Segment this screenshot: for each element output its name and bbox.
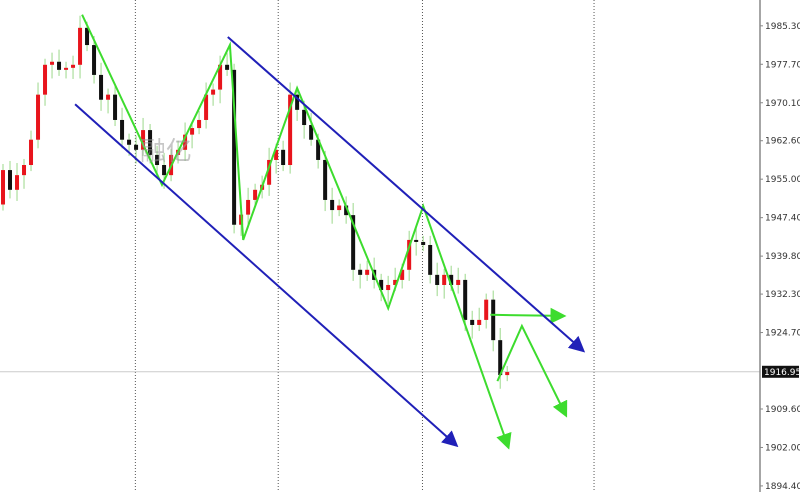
price-tick-label: 1962.60 [765, 137, 800, 147]
candle-body [407, 239, 412, 270]
zigzag-projection-line [490, 307, 567, 324]
price-tick-label: 1985.30 [765, 22, 800, 32]
candle-body [463, 279, 468, 320]
candle-body [218, 64, 223, 90]
candle-body [155, 154, 160, 166]
current-price-badge [762, 365, 799, 378]
candle-body [505, 372, 510, 376]
candle-body [344, 205, 349, 216]
candle-body [421, 241, 426, 245]
candle-body [113, 94, 118, 120]
candle-body [442, 274, 447, 285]
zigzag-projection-line [496, 323, 568, 418]
candle-body [393, 279, 398, 285]
price-tick-label: 1939.80 [765, 252, 800, 262]
candle-body [267, 159, 272, 185]
candle-body [1, 170, 6, 205]
candle-body [162, 165, 167, 176]
candle-body [29, 139, 34, 166]
candle-body [400, 269, 405, 280]
candle-body [274, 149, 279, 160]
candle-body [470, 319, 475, 325]
price-tick-label: 1955.00 [765, 175, 800, 185]
candle-body [8, 170, 13, 190]
price-tick-label: 1924.70 [765, 329, 800, 339]
candle-body [365, 269, 370, 275]
candle-body [57, 61, 62, 70]
candle-body [15, 175, 20, 190]
candle-body [288, 94, 293, 166]
candle-body [50, 61, 55, 65]
candle-body [302, 109, 307, 126]
candle-body [379, 279, 384, 291]
candle-body [78, 27, 83, 65]
price-tick-label: 1947.40 [765, 214, 800, 224]
candle-body [414, 239, 419, 242]
candle-body [428, 244, 433, 275]
price-tick-label: 1909.60 [765, 405, 800, 415]
candle-body [498, 340, 503, 376]
candle-body [323, 159, 328, 200]
candle-body [127, 139, 132, 145]
trend-channel-line [74, 103, 459, 448]
price-tick-label: 1894.40 [765, 482, 800, 492]
candle-body [309, 125, 314, 140]
candle-body [316, 139, 321, 160]
candle-body [225, 64, 230, 70]
candle-body [330, 199, 335, 211]
candle-body [253, 189, 258, 200]
candle-body [197, 119, 202, 129]
candle-body [22, 165, 27, 176]
candle-body [204, 94, 209, 120]
candle-body [456, 279, 461, 285]
candle-body [211, 89, 216, 95]
candle-body [141, 130, 146, 150]
candle-body [92, 45, 97, 75]
candle-body [64, 67, 69, 70]
candle-body [190, 128, 195, 135]
price-tick-label: 1977.70 [765, 60, 800, 70]
trend-channel-line [227, 36, 586, 353]
zigzag-projection-line [81, 14, 512, 450]
candle-body [85, 27, 90, 46]
candle-body [99, 74, 104, 100]
candle-body [43, 64, 48, 95]
current-price-label: 1916.95 [764, 368, 800, 378]
price-tick-label: 1932.30 [765, 290, 800, 300]
candle-body [281, 149, 286, 166]
candle-body [246, 199, 251, 215]
candle-body [134, 144, 139, 150]
candle-body [351, 215, 356, 270]
candle-body [484, 299, 489, 320]
price-tick-label: 1902.00 [765, 443, 800, 453]
candle-body [71, 64, 76, 68]
candle-body [106, 94, 111, 100]
price-axis [760, 0, 800, 492]
price-tick-label: 1970.10 [765, 99, 800, 109]
candle-body [183, 134, 188, 150]
candle-body [435, 274, 440, 285]
candle-body [477, 319, 482, 325]
candle-body [386, 284, 391, 291]
candle-body [295, 94, 300, 110]
candle-body [449, 274, 454, 285]
candle-body [337, 205, 342, 211]
candle-body [491, 299, 496, 341]
candle-body [36, 94, 41, 140]
candle-body [232, 69, 237, 225]
candle-body [148, 130, 153, 155]
candle-body [120, 119, 125, 140]
candle-body [358, 269, 363, 275]
